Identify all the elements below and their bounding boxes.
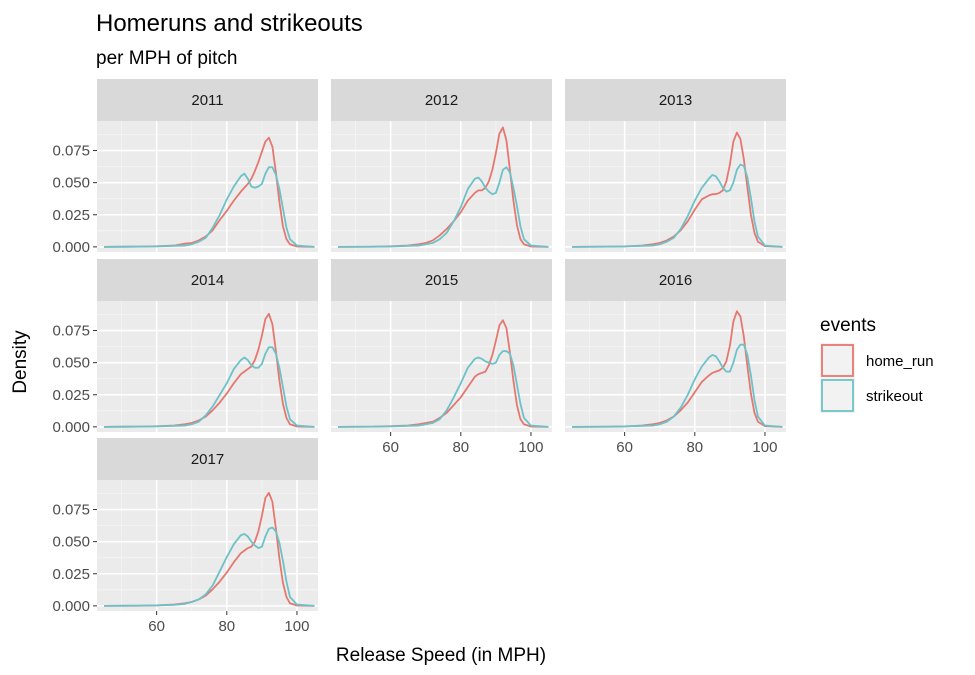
facet-strip xyxy=(565,79,786,121)
legend-key xyxy=(820,343,855,378)
legend-key-swatch xyxy=(821,344,854,377)
facet-strip-label: 2012 xyxy=(425,92,458,109)
panel-background xyxy=(97,480,318,611)
facet-strip-label: 2016 xyxy=(659,272,692,289)
x-tick-label: 100 xyxy=(284,618,309,635)
legend-key-swatch xyxy=(821,379,854,412)
facet-strip xyxy=(97,259,318,301)
legend-label: strikeout xyxy=(866,388,924,405)
x-axis-title: Release Speed (in MPH) xyxy=(336,645,546,666)
density-line-strikeout xyxy=(104,346,315,428)
density-line-home_run xyxy=(572,310,783,428)
legend-item-home_run: home_run xyxy=(820,343,934,378)
panel-background xyxy=(565,121,786,252)
x-tick-label: 100 xyxy=(518,439,543,456)
facet-panels: 2011 0.000 0.025 0.050 0.075 2012 2013 2014 0.00… xyxy=(52,79,786,635)
panel-background xyxy=(97,121,318,252)
y-tick-label: 0.050 xyxy=(52,175,90,192)
facet-strip-label: 2013 xyxy=(659,92,692,109)
y-tick-label: 0.075 xyxy=(52,323,90,340)
x-tick-label: 60 xyxy=(382,439,399,456)
density-line-strikeout xyxy=(572,163,783,248)
y-tick-label: 0.025 xyxy=(52,387,90,404)
density-line-strikeout xyxy=(338,166,549,248)
legend-key xyxy=(820,378,855,413)
facet-panel-2011: 2011 0.000 0.025 0.050 0.075 xyxy=(52,79,318,256)
legend-title: events xyxy=(820,315,876,336)
facet-strip-label: 2014 xyxy=(191,272,224,289)
facet-strip xyxy=(97,79,318,121)
facet-panel-2016: 2016 60 80 100 xyxy=(565,259,786,456)
facet-strip xyxy=(331,79,552,121)
x-tick-label: 80 xyxy=(452,439,469,456)
x-tick-label: 100 xyxy=(752,439,777,456)
facet-strip xyxy=(565,259,786,301)
y-tick-label: 0.000 xyxy=(52,419,90,436)
y-tick-label: 0.000 xyxy=(52,598,90,615)
legend-label: home_run xyxy=(866,353,934,370)
x-tick-label: 80 xyxy=(686,439,703,456)
density-line-home_run xyxy=(338,126,549,248)
facet-strip-label: 2011 xyxy=(191,92,223,109)
y-tick-label: 0.075 xyxy=(52,502,90,519)
panel-background xyxy=(331,121,552,252)
density-line-strikeout xyxy=(572,343,783,428)
facet-panel-2014: 2014 0.000 0.025 0.050 0.075 xyxy=(52,259,318,436)
facet-strip xyxy=(97,438,318,480)
x-tick-label: 80 xyxy=(218,618,235,635)
panel-background xyxy=(331,301,552,432)
facet-panel-2015: 2015 60 80 100 xyxy=(331,259,552,456)
chart-subtitle: per MPH of pitch xyxy=(96,48,238,69)
chart-title: Homeruns and strikeouts xyxy=(96,10,363,37)
y-tick-label: 0.050 xyxy=(52,534,90,551)
panel-background xyxy=(565,301,786,432)
density-line-strikeout xyxy=(104,526,315,607)
y-tick-label: 0.025 xyxy=(52,566,90,583)
panel-background xyxy=(97,301,318,432)
y-tick-label: 0.000 xyxy=(52,239,90,256)
legend: events home_run strikeout xyxy=(820,315,934,413)
density-line-home_run xyxy=(104,136,315,248)
facet-strip xyxy=(331,259,552,301)
density-line-home_run xyxy=(338,319,549,428)
facet-panel-2017: 2017 0.000 0.025 0.050 0.075 60 80 100 xyxy=(52,438,318,635)
facet-panel-2013: 2013 xyxy=(565,79,786,252)
y-tick-label: 0.075 xyxy=(52,143,90,160)
density-line-home_run xyxy=(572,131,783,248)
density-line-strikeout xyxy=(104,166,315,248)
y-tick-label: 0.050 xyxy=(52,355,90,372)
x-tick-label: 60 xyxy=(148,618,165,635)
legend-item-strikeout: strikeout xyxy=(820,378,924,413)
density-line-strikeout xyxy=(338,350,549,428)
y-axis-title: Density xyxy=(10,330,31,394)
facet-strip-label: 2015 xyxy=(425,272,458,289)
facet-panel-2012: 2012 xyxy=(331,79,552,252)
density-line-home_run xyxy=(104,312,315,428)
y-tick-label: 0.025 xyxy=(52,207,90,224)
x-tick-label: 60 xyxy=(616,439,633,456)
facet-strip-label: 2017 xyxy=(191,451,224,468)
